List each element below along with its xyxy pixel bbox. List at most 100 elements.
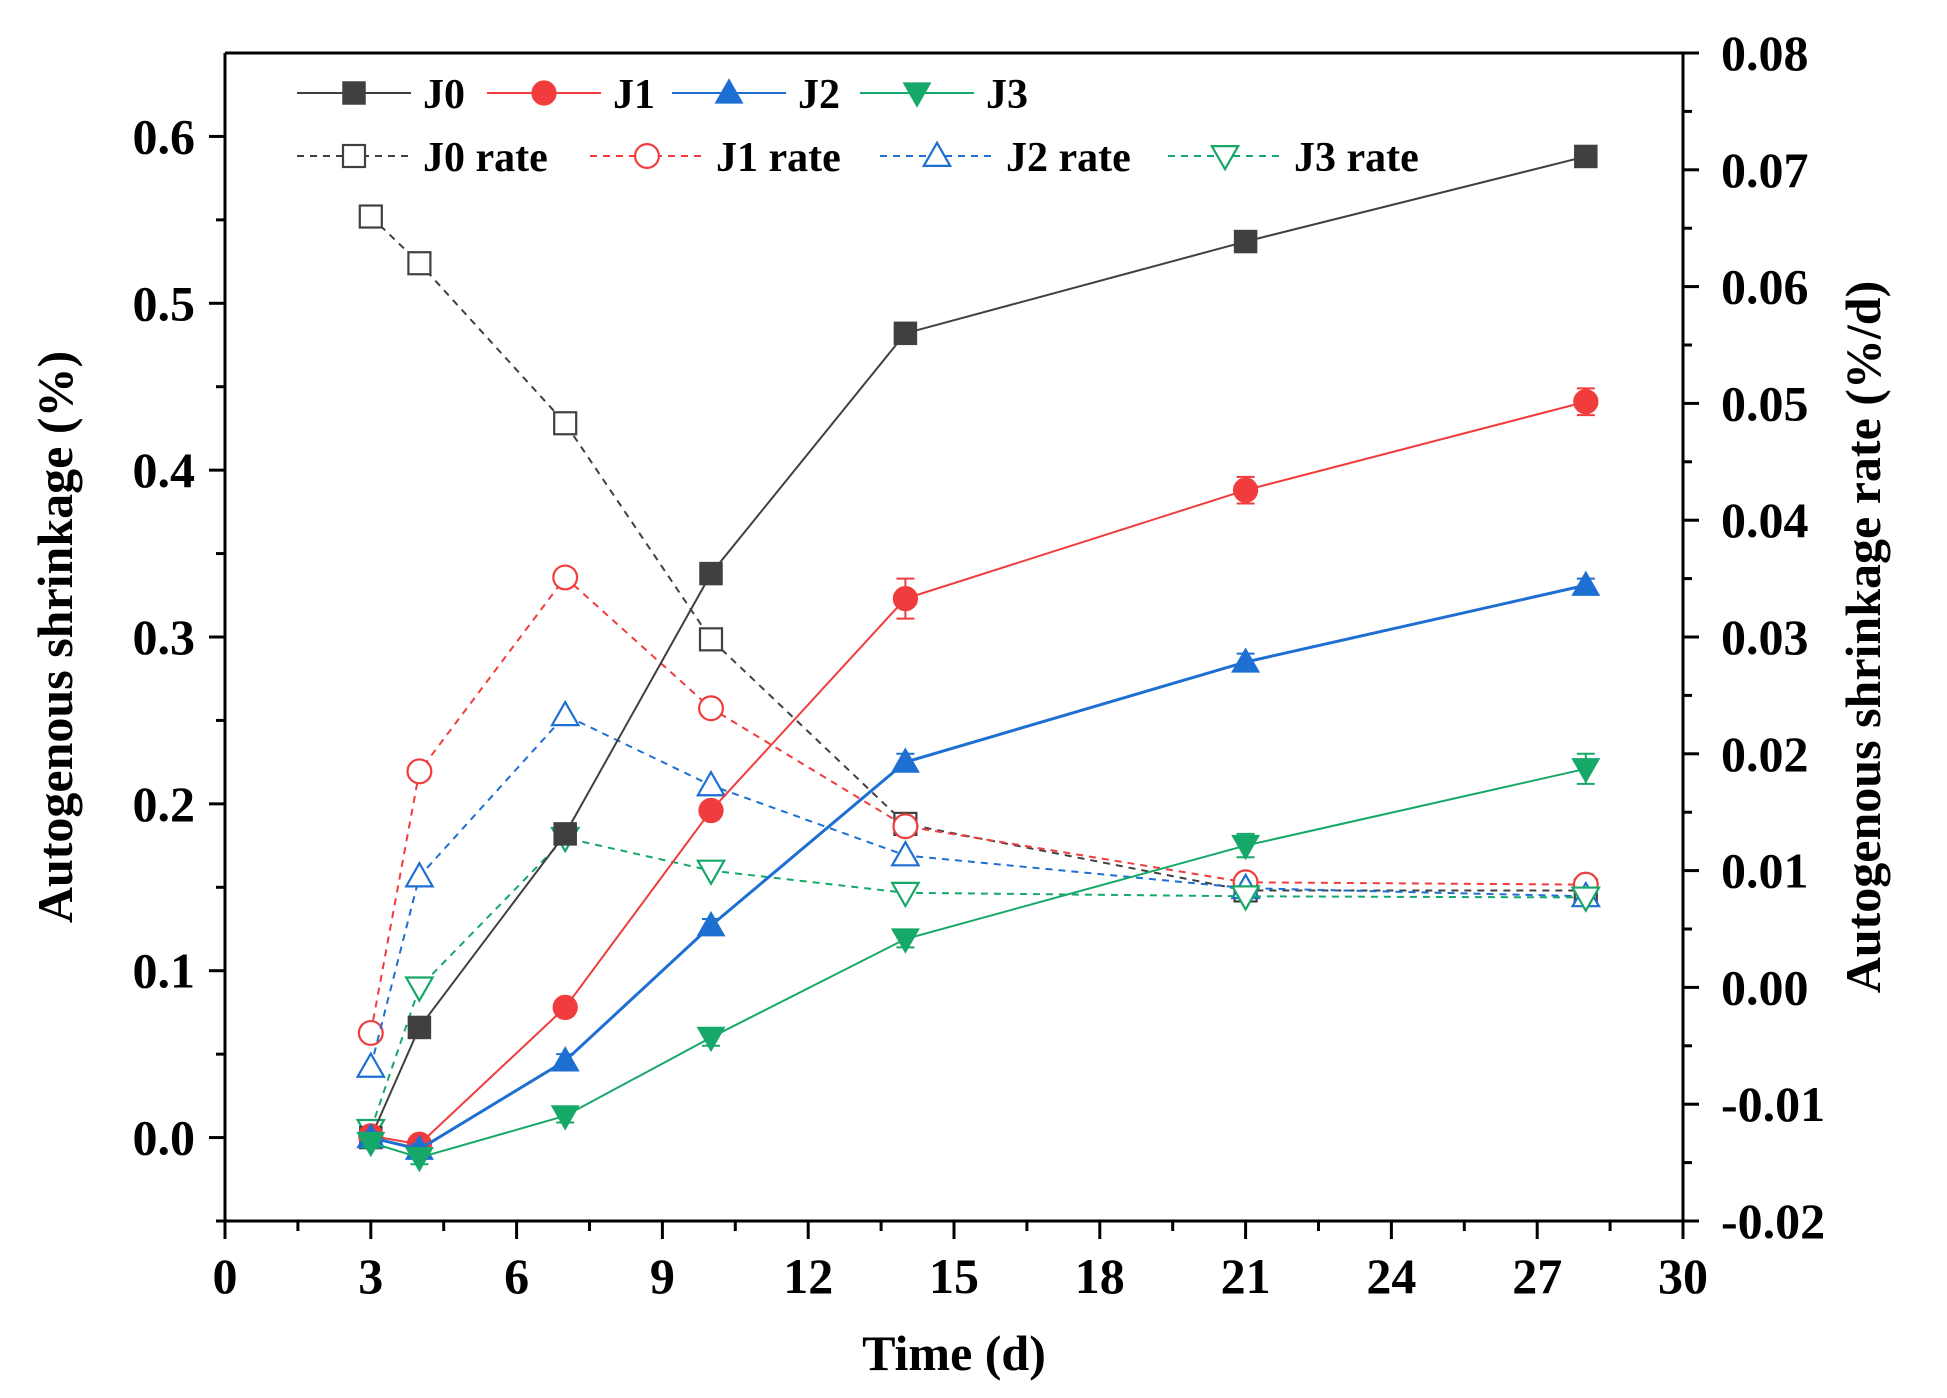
j2-point xyxy=(696,910,726,937)
legend-label: J3 rate xyxy=(1294,135,1419,181)
x-tick-label: 21 xyxy=(1221,1248,1271,1304)
j1-rate-point xyxy=(698,695,724,722)
j3-rate-point xyxy=(404,976,435,1003)
j3-rate-line xyxy=(369,836,1586,1131)
j0-rate-line xyxy=(370,215,1586,892)
y-axis-title: Autogenous shrinkage (%) xyxy=(27,351,83,923)
y2-tick-label: 0.07 xyxy=(1721,142,1809,198)
series-j0 xyxy=(359,144,1598,1150)
y2-tick-label: 0.06 xyxy=(1721,259,1809,315)
legend-item-j0: J0 xyxy=(297,72,465,118)
x-tick-label: 18 xyxy=(1075,1248,1125,1304)
j1-point xyxy=(552,994,578,1021)
j2-line xyxy=(370,583,1587,1151)
legend-label: J1 rate xyxy=(716,135,841,181)
j0-point xyxy=(553,822,577,846)
y-tick-label: 0.2 xyxy=(133,776,196,832)
legend-marker xyxy=(1209,145,1241,172)
j2-rate-point xyxy=(890,839,921,867)
j3-point xyxy=(404,1146,434,1173)
j2-point xyxy=(1231,647,1261,673)
j3-point xyxy=(696,1026,726,1053)
j2-point xyxy=(890,747,920,773)
legend-item-j2-rate: J2 rate xyxy=(880,135,1131,181)
j1-point xyxy=(698,797,724,824)
x-tick-label: 27 xyxy=(1512,1248,1562,1304)
x-tick-label: 24 xyxy=(1366,1248,1416,1304)
j0-point xyxy=(1574,144,1598,169)
y2-tick-label: 0.04 xyxy=(1721,492,1809,548)
j0-rate-point xyxy=(358,204,383,229)
series-j2-rate xyxy=(355,699,1601,1078)
j0-rate-point xyxy=(698,627,724,652)
j0-rate-point xyxy=(407,251,432,276)
j3-rate-point xyxy=(695,859,727,887)
j3-rate-point xyxy=(890,881,921,909)
j1-point xyxy=(1573,389,1599,415)
legend-label: J0 xyxy=(423,72,465,118)
legend-item-j3: J3 xyxy=(860,72,1028,118)
y-tick-label: 0.6 xyxy=(133,108,196,164)
x-axis-title: Time (d) xyxy=(862,1325,1046,1381)
j0-point xyxy=(407,1015,432,1040)
j1-point xyxy=(892,585,919,612)
j2-point xyxy=(550,1046,580,1072)
j3-point xyxy=(890,928,920,954)
j1-line xyxy=(370,400,1587,1146)
legend-label: J3 xyxy=(986,72,1028,118)
legend-label: J2 rate xyxy=(1006,135,1131,181)
j2-point xyxy=(1571,570,1601,596)
j3-point xyxy=(550,1105,580,1131)
y2-tick-label: -0.01 xyxy=(1721,1076,1825,1132)
j3-point xyxy=(356,1131,386,1158)
y2-tick-label: 0.00 xyxy=(1721,959,1809,1015)
y-tick-label: 0.5 xyxy=(133,275,196,331)
legend-marker xyxy=(634,143,660,169)
x-tick-label: 6 xyxy=(504,1248,529,1304)
legend-item-j1-rate: J1 rate xyxy=(590,135,841,181)
j3-point xyxy=(1571,758,1601,784)
y-tick-label: 0.4 xyxy=(133,442,196,498)
y-tick-label: 0.3 xyxy=(133,609,196,665)
legend-label: J2 xyxy=(798,72,840,118)
series-j3 xyxy=(356,752,1601,1173)
y2-tick-label: 0.03 xyxy=(1721,609,1809,665)
j1-rate-line xyxy=(369,575,1586,1034)
j1-rate-point xyxy=(406,758,433,785)
ticks-layer: 0 3 6 9 12 15 18 21 24 27 30 0.0 0.1 0.2 0.3 0.4 0.5 0.6 -… xyxy=(133,25,1826,1304)
series-j1-rate xyxy=(357,564,1599,1046)
legend-item-j3-rate: J3 rate xyxy=(1168,135,1419,181)
legend-marker xyxy=(342,81,366,105)
j1-point xyxy=(1232,477,1259,503)
x-tick-label: 30 xyxy=(1658,1248,1708,1304)
j0-point xyxy=(1233,229,1258,254)
x-tick-label: 15 xyxy=(929,1248,979,1304)
j2-rate-point xyxy=(695,769,727,797)
legend-marker xyxy=(902,82,932,108)
y2-tick-label: 0.02 xyxy=(1721,726,1809,782)
y2-axis-title: Autogenous shrinkage rate (%/d) xyxy=(1835,281,1891,994)
y2-tick-label: -0.02 xyxy=(1721,1193,1825,1249)
series-j0-rate xyxy=(358,204,1598,903)
j0-rate-point xyxy=(553,411,578,436)
series-j3-rate xyxy=(355,826,1601,1146)
y-tick-label: 0.0 xyxy=(133,1110,196,1166)
j2-rate-point xyxy=(355,1051,386,1078)
j1-rate-point xyxy=(892,813,919,840)
y2-tick-label: 0.01 xyxy=(1721,843,1809,899)
legend-label: J0 rate xyxy=(423,135,548,181)
legend-marker xyxy=(921,140,953,167)
legend-label: J1 xyxy=(613,72,655,118)
j3-rate-point xyxy=(1570,886,1601,913)
j0-line xyxy=(369,155,1587,1138)
legend-marker xyxy=(341,143,367,169)
x-tick-label: 9 xyxy=(650,1248,675,1304)
j0-point xyxy=(893,321,918,346)
j3-rate-point xyxy=(1230,885,1261,912)
j0-point xyxy=(699,561,723,586)
j2-rate-point xyxy=(404,861,435,888)
legend-marker xyxy=(714,78,744,104)
x-tick-label: 12 xyxy=(783,1248,833,1304)
j2-rate-point xyxy=(550,699,581,727)
